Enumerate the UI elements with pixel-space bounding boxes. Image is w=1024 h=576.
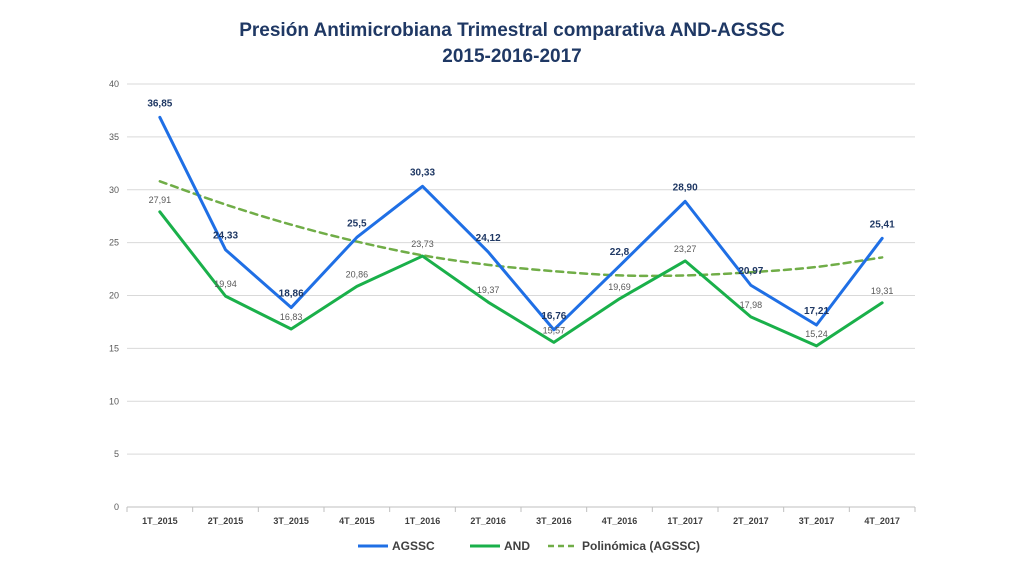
data-label: 15,24 — [805, 329, 828, 339]
x-tick-label: 1T_2017 — [667, 516, 703, 526]
x-tick-label: 1T_2015 — [142, 516, 178, 526]
data-label: 16,83 — [280, 312, 303, 322]
data-label: 19,37 — [477, 285, 500, 295]
y-tick-label: 35 — [109, 132, 119, 142]
data-label: 20,86 — [346, 269, 369, 279]
data-label: 19,31 — [871, 286, 894, 296]
legend-item-label: AGSSC — [392, 539, 435, 553]
x-tick-label: 4T_2017 — [864, 516, 900, 526]
y-tick-label: 0 — [114, 502, 119, 512]
y-tick-label: 5 — [114, 449, 119, 459]
series-line-agssc — [158, 115, 884, 332]
data-label: 24,33 — [213, 231, 238, 242]
data-label: 16,76 — [541, 311, 566, 322]
data-label: 17,21 — [804, 306, 829, 317]
data-label: 17,98 — [740, 300, 763, 310]
x-tick-label: 3T_2017 — [799, 516, 835, 526]
y-tick-label: 15 — [109, 343, 119, 353]
x-tick-label: 2T_2017 — [733, 516, 769, 526]
data-label: 25,5 — [347, 218, 367, 229]
data-label: 19,69 — [608, 282, 631, 292]
x-tick-label: 4T_2016 — [602, 516, 638, 526]
x-tick-label: 2T_2015 — [208, 516, 244, 526]
data-label: 15,57 — [543, 325, 566, 335]
data-label: 25,41 — [870, 219, 895, 230]
chart-title: Presión Antimicrobiana Trimestral compar… — [239, 20, 785, 41]
data-label: 22,8 — [610, 247, 630, 258]
data-label: 18,86 — [279, 289, 304, 300]
y-tick-label: 20 — [109, 291, 119, 301]
y-tick-label: 25 — [109, 238, 119, 248]
data-label: 36,85 — [147, 98, 172, 109]
x-tick-label: 2T_2016 — [470, 516, 506, 526]
data-label: 23,73 — [411, 239, 434, 249]
data-label: 19,94 — [214, 279, 237, 289]
x-tick-label: 4T_2015 — [339, 516, 375, 526]
x-tick-label: 3T_2015 — [273, 516, 309, 526]
legend-item-label: AND — [504, 539, 530, 553]
y-tick-label: 30 — [109, 185, 119, 195]
data-label: 30,33 — [410, 167, 435, 178]
data-label: 23,27 — [674, 244, 697, 254]
y-tick-label: 40 — [109, 79, 119, 89]
x-tick-label: 1T_2016 — [405, 516, 441, 526]
series-line-polin-mica-agssc- — [158, 180, 884, 278]
data-label: 27,91 — [149, 195, 172, 205]
x-tick-label: 3T_2016 — [536, 516, 572, 526]
data-label: 24,12 — [476, 233, 501, 244]
legend-item-label: Polinómica (AGSSC) — [582, 539, 700, 553]
series-line-and — [158, 210, 884, 348]
data-label: 28,90 — [673, 182, 698, 193]
data-label: 20,97 — [738, 266, 763, 277]
chart-subtitle: 2015-2016-2017 — [442, 46, 582, 67]
y-tick-label: 10 — [109, 396, 119, 406]
